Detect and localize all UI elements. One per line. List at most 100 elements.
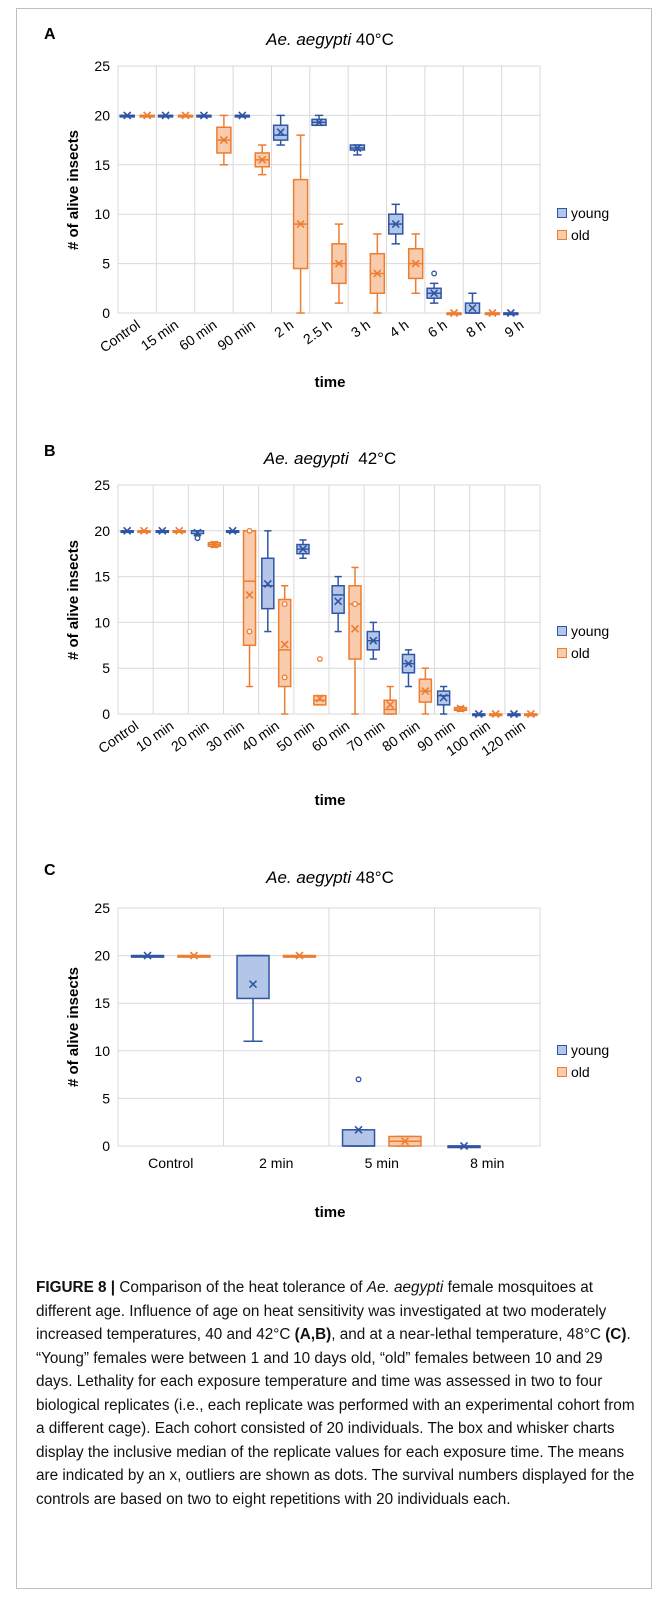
x-tick-label: 4 h [386,316,411,340]
outlier-dot [316,656,323,662]
mean-marker [430,289,439,298]
mean-marker [391,220,400,229]
box-young [426,270,442,304]
mean-marker [488,308,497,318]
box-old [331,223,347,304]
box-young [119,111,135,120]
mean-marker [143,111,152,120]
box-young [311,114,327,127]
figure-frame [16,8,652,1589]
legend-label-young: young [571,205,610,221]
mean-marker [199,111,209,120]
chart-title: Ae. aegypti 40°C [120,30,540,50]
box-young [190,528,205,542]
y-tick-label: 10 [94,614,110,630]
mean-marker [421,687,430,696]
legend-swatch-young [557,208,567,218]
y-tick-label: 15 [94,157,110,173]
mean-marker [228,526,237,535]
y-tick-label: 20 [94,948,110,964]
box-old [418,667,433,715]
figure-caption: FIGURE 8 | Comparison of the heat tolera… [36,1276,636,1511]
box-young [401,649,416,688]
x-tick-label: 9 h [501,316,526,340]
mean-marker [509,709,519,719]
mean-marker [123,526,132,535]
y-tick-label: 25 [94,58,110,74]
title-temperature: 40°C [351,30,394,49]
legend-label-old: old [571,1064,590,1080]
box-old [216,114,232,166]
box-young [155,526,170,535]
box-body [341,1129,376,1147]
caption-text-1: Comparison of the heat tolerance of [115,1279,367,1296]
box-old [177,951,211,960]
mean-marker [258,155,267,164]
y-tick-label: 25 [94,477,110,493]
mean-marker [295,951,304,960]
y-axis-label: # of alive insects [65,130,82,250]
y-tick-label: 5 [102,256,110,272]
mean-marker [334,597,343,606]
x-tick-label: 40 min [238,717,282,754]
x-tick-label: 2.5 h [300,316,335,347]
box-young [349,143,366,156]
y-axis-label: # of alive insects [65,967,82,1087]
mean-marker [506,308,515,318]
x-tick-label: 2 min [259,1155,293,1171]
mean-marker [139,526,149,535]
box-old [369,233,386,314]
title-temperature: 48°C [351,868,394,887]
box-old [137,526,151,535]
legend-item-old: old [557,642,609,664]
mean-marker [334,259,344,268]
legend-item-old: old [557,224,609,246]
y-axis-label: # of alive insects [65,540,82,660]
outlier-dot [246,527,253,534]
box-old [207,540,222,549]
caption-label: FIGURE 8 | [36,1279,116,1296]
x-tick-label: 70 min [344,717,388,754]
mean-marker [238,111,247,120]
box-body [348,585,362,660]
mean-marker [404,659,413,668]
box-young [296,539,310,560]
box-young [472,709,486,719]
panel-c: C Ae. aegypti 48°C 0 5 10 15 20 25 # of alive … [0,830,668,1230]
y-tick-label: 0 [102,706,110,722]
y-tick-label: 0 [102,1138,110,1154]
box-young [447,1141,481,1151]
legend-swatch-young [557,1045,567,1055]
legend-label-old: old [571,227,590,243]
x-axis-label: time [314,792,346,809]
box-old [383,685,397,715]
mean-marker [400,1137,410,1146]
legend-item-old: old [557,1061,609,1083]
legend-label-young: young [571,623,610,639]
x-axis-label: time [314,374,346,391]
box-old [313,656,327,706]
mean-marker [298,545,308,554]
mean-marker [181,111,190,120]
mean-marker [411,259,420,268]
box-young [120,526,134,535]
mean-marker [449,308,459,318]
mean-marker [245,590,254,599]
caption-text-2: female mosquitoes at different age. Infl… [36,1279,607,1343]
box-body [277,598,292,688]
mean-marker [459,1141,469,1151]
box-old [488,709,503,719]
legend: young old [557,1039,609,1083]
box-young [341,1076,376,1147]
mean-marker [354,1125,363,1134]
title-species: Ae. aegypti [266,868,352,887]
y-tick-label: 5 [102,1090,110,1106]
title-temperature: 42°C [348,449,397,468]
panel-letter: B [44,443,56,460]
legend-swatch-young [557,626,567,636]
mean-marker [526,709,535,719]
x-tick-label: 50 min [274,717,318,754]
panel-letter: A [44,26,56,43]
